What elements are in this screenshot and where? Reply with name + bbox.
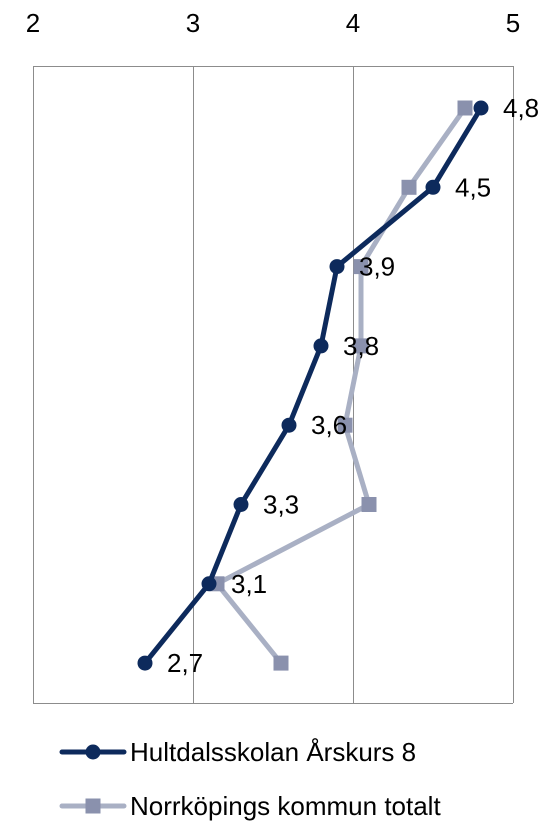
series-layer [137, 100, 489, 671]
data-label: 3,9 [359, 252, 395, 282]
data-point-circle [281, 417, 297, 433]
data-point-square [337, 417, 353, 433]
series-line [142, 105, 484, 666]
x-tick-label: 4 [346, 8, 360, 38]
legend-item-hultdalsskolan: Hultdalsskolan Årskurs 8 [59, 737, 416, 767]
data-point-circle [329, 259, 345, 275]
data-point-square [401, 179, 417, 195]
data-point-square [353, 338, 369, 354]
x-tick-labels: 2 3 4 5 [26, 8, 520, 38]
data-point-circle [425, 179, 441, 195]
data-label: 3,1 [231, 569, 267, 599]
series-line [214, 105, 468, 666]
legend-marker-square [85, 798, 101, 814]
legend-label: Hultdalsskolan Årskurs 8 [130, 737, 416, 767]
data-label: 4,8 [503, 93, 539, 123]
x-tick-label: 3 [186, 8, 200, 38]
data-point-circle [137, 655, 153, 671]
legend-marker-circle [85, 744, 101, 760]
data-label: 3,8 [343, 331, 379, 361]
data-point-circle [313, 338, 329, 354]
data-point-square [361, 497, 377, 512]
data-point-square [273, 655, 289, 671]
data-point-circle [233, 497, 249, 512]
data-label: 4,5 [455, 172, 491, 202]
legend: Hultdalsskolan Årskurs 8 Norrköpings komm… [59, 737, 441, 821]
data-point-square [457, 100, 473, 116]
data-labels: 4,8 4,5 3,9 3,8 3,6 3,3 3,1 2,7 [167, 93, 539, 678]
x-tick-label: 5 [506, 8, 520, 38]
data-point-circle [201, 576, 217, 592]
data-label: 3,3 [263, 490, 299, 520]
series-norrkoping [209, 100, 473, 671]
legend-item-norrkoping: Norrköpings kommun totalt [59, 791, 441, 821]
data-label: 3,6 [311, 410, 347, 440]
legend-label: Norrköpings kommun totalt [130, 791, 441, 821]
x-tick-label: 2 [26, 8, 40, 38]
series-hultdalsskolan [137, 100, 489, 671]
data-point-circle [473, 100, 489, 116]
data-point-square [353, 259, 369, 275]
data-label: 2,7 [167, 648, 203, 678]
